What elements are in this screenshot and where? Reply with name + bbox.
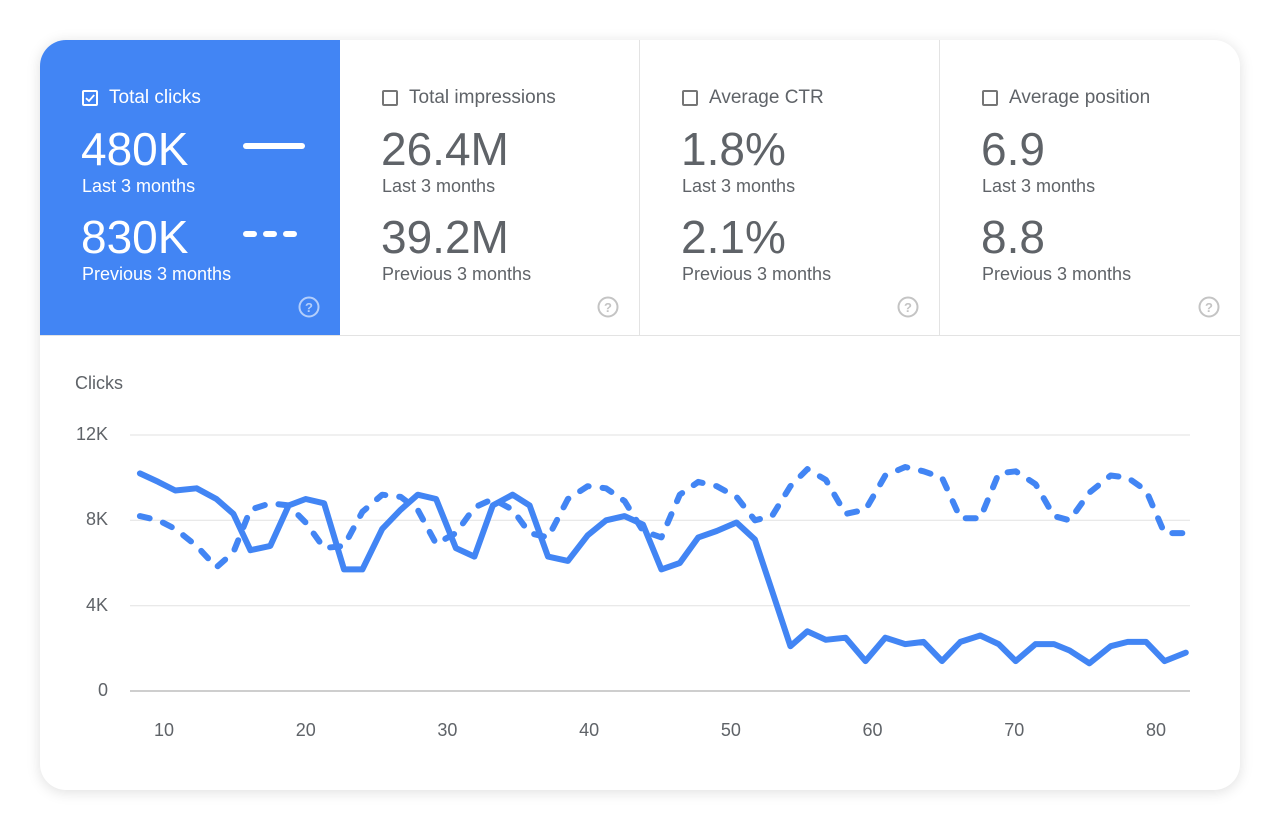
x-tick-label: 70	[1004, 720, 1025, 740]
current-value: 480K	[81, 123, 189, 175]
previous-label: Previous 3 months	[382, 264, 532, 284]
x-tick-label: 10	[153, 720, 175, 740]
tile-average-ctr[interactable]: Average CTR 1.8% Last 3 months 2.1% Prev…	[640, 40, 940, 335]
previous-value: 2.1%	[681, 211, 786, 263]
clicks-line-chart	[130, 434, 1190, 692]
performance-card: Total clicks 480K Last 3 months 830K Pre…	[40, 40, 1240, 790]
current-label: Last 3 months	[382, 176, 496, 196]
previous-label: Previous 3 months	[82, 264, 232, 284]
svg-text:?: ?	[305, 300, 313, 315]
help-icon[interactable]: ?	[897, 296, 919, 318]
x-tick-label: 80	[1145, 720, 1167, 740]
checkbox-unchecked-icon[interactable]	[982, 90, 998, 106]
y-tick-label: 0	[97, 680, 108, 700]
checkbox-unchecked-icon[interactable]	[382, 90, 398, 106]
tile-title: Average position	[1009, 87, 1151, 108]
current-value: 26.4M	[381, 123, 509, 175]
x-tick-label: 50	[720, 720, 741, 740]
x-tick-label: 60	[862, 720, 883, 740]
x-tick-label: 20	[295, 720, 316, 740]
current-value: 1.8%	[681, 123, 786, 175]
previous-label: Previous 3 months	[682, 264, 832, 284]
current-label: Last 3 months	[982, 176, 1096, 196]
help-icon[interactable]: ?	[298, 296, 320, 318]
x-tick-label: 40	[579, 720, 600, 740]
x-tick-label: 30	[437, 720, 458, 740]
help-icon[interactable]: ?	[597, 296, 619, 318]
tile-total-impressions[interactable]: Total impressions 26.4M Last 3 months 39…	[340, 40, 640, 335]
y-tick-label: 8K	[85, 509, 108, 530]
y-tick-label: 4K	[85, 594, 108, 615]
current-label: Last 3 months	[82, 176, 196, 196]
tile-average-position[interactable]: Average position 6.9 Last 3 months 8.8 P…	[940, 40, 1240, 335]
help-icon[interactable]: ?	[1198, 296, 1220, 318]
current-label: Last 3 months	[682, 176, 796, 196]
previous-label: Previous 3 months	[982, 264, 1132, 284]
tile-title: Total clicks	[109, 87, 201, 108]
current-value: 6.9	[981, 123, 1045, 175]
previous-value: 39.2M	[381, 211, 509, 263]
solid-line-legend-icon	[243, 143, 305, 149]
svg-text:?: ?	[904, 300, 912, 315]
svg-text:?: ?	[604, 300, 612, 315]
y-tick-label: 12K	[75, 424, 108, 444]
current-period-line	[136, 470, 1189, 667]
svg-text:?: ?	[1205, 300, 1213, 315]
tile-total-clicks[interactable]: Total clicks 480K Last 3 months 830K Pre…	[40, 40, 340, 335]
checkbox-checked-icon[interactable]	[82, 90, 98, 106]
tile-title: Average CTR	[709, 87, 824, 108]
previous-value: 830K	[81, 211, 189, 263]
previous-value: 8.8	[981, 211, 1045, 263]
tile-title: Total impressions	[409, 87, 556, 108]
dashed-line-legend-icon	[243, 231, 305, 237]
checkbox-unchecked-icon[interactable]	[682, 90, 698, 106]
previous-period-line	[136, 464, 1189, 571]
y-axis-label: Clicks	[75, 373, 123, 393]
metric-tiles: Total clicks 480K Last 3 months 830K Pre…	[40, 40, 1240, 336]
